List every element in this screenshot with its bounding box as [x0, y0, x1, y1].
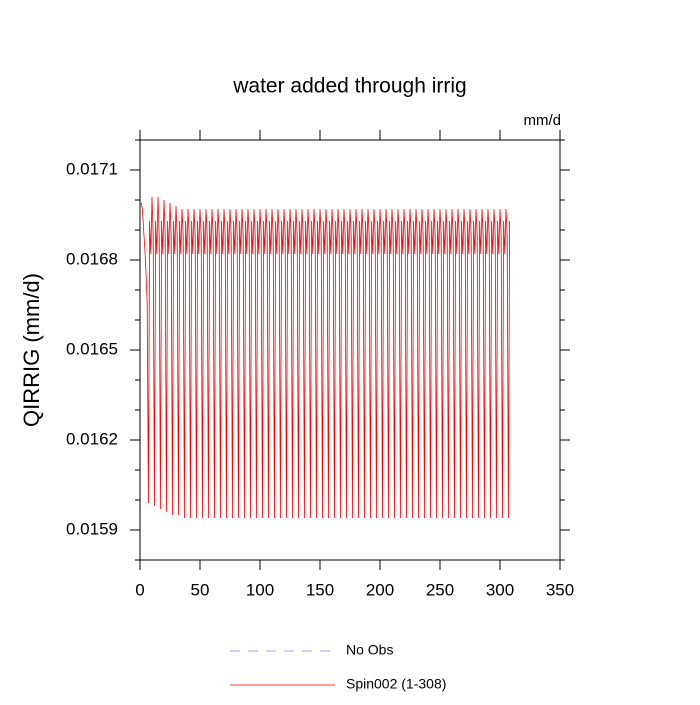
legend-label: No Obs — [346, 642, 393, 658]
y-tick-label: 0.0168 — [66, 249, 118, 268]
y-tick-label: 0.0171 — [66, 159, 118, 178]
y-tick-label: 0.0159 — [66, 519, 118, 538]
x-tick-label: 0 — [135, 580, 144, 599]
data-line — [140, 196, 510, 519]
x-tick-label: 300 — [486, 580, 514, 599]
x-tick-label: 350 — [546, 580, 574, 599]
x-tick-label: 100 — [246, 580, 274, 599]
x-tick-label: 250 — [426, 580, 454, 599]
y-axis-label: QIRRIG (mm/d) — [19, 273, 44, 427]
legend-label: Spin002 (1-308) — [346, 676, 446, 692]
x-tick-label: 150 — [306, 580, 334, 599]
x-tick-label: 200 — [366, 580, 394, 599]
x-tick-label: 50 — [191, 580, 210, 599]
y-tick-label: 0.0165 — [66, 339, 118, 358]
chart-title: water added through irrig — [232, 75, 466, 98]
units-label: mm/d — [524, 112, 562, 129]
y-tick-label: 0.0162 — [66, 429, 118, 448]
